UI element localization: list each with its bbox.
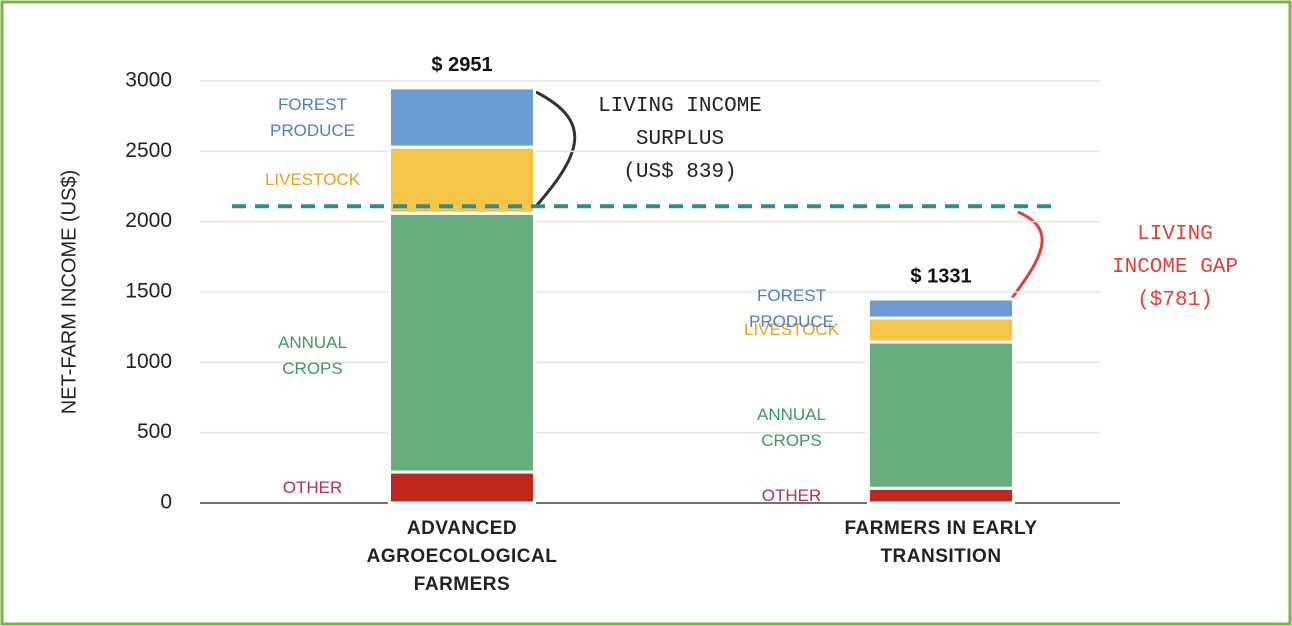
annotation: INCOME GAP: [1111, 256, 1239, 279]
annotation: ($781): [1137, 289, 1213, 312]
bar-segment: [388, 145, 536, 215]
y-tick-label: 500: [137, 420, 172, 443]
segment-label: ANNUAL CROPS: [278, 332, 347, 378]
y-tick-label: 0: [160, 491, 172, 514]
segment-label: ANNUAL CROPS: [757, 405, 826, 451]
segment-label: FOREST PRODUCE: [748, 285, 834, 331]
gap-brace: [1010, 210, 1044, 299]
y-tick-label: 2000: [125, 209, 172, 232]
y-axis-label: NET-FARM INCOME (US$): [58, 170, 80, 414]
x-tick-label: ADVANCED AGROECOLOGICAL FARMERS: [366, 518, 558, 595]
annotation: (US$ 839): [623, 161, 737, 184]
annotation: LIVING INCOME: [598, 95, 762, 118]
bar-segment: [388, 211, 536, 474]
y-tick-label: 3000: [125, 69, 172, 92]
bar-segment: [388, 86, 536, 149]
total-label: $ 2951: [431, 54, 492, 76]
segment-label: OTHER: [282, 477, 343, 497]
y-tick-label: 1000: [125, 350, 172, 373]
segment-label: LIVESTOCK: [743, 319, 840, 339]
y-tick-label: 2500: [125, 139, 172, 162]
annotation: LIVING: [1137, 223, 1213, 246]
bar-segment: [867, 297, 1015, 320]
surplus-brace: [535, 90, 577, 206]
total-label: $ 1331: [910, 265, 971, 287]
bar-segment: [867, 340, 1015, 490]
bar-segment: [388, 470, 536, 505]
annotation: SURPLUS: [635, 128, 725, 151]
segment-label: LIVESTOCK: [264, 170, 361, 190]
bar-segment: [867, 316, 1015, 344]
segment-label: FOREST PRODUCE: [269, 94, 355, 140]
y-tick-label: 1500: [125, 280, 172, 303]
x-tick-label: FARMERS IN EARLY TRANSITION: [844, 518, 1038, 567]
bar-segment: [867, 486, 1015, 505]
segment-label: OTHER: [761, 485, 822, 505]
